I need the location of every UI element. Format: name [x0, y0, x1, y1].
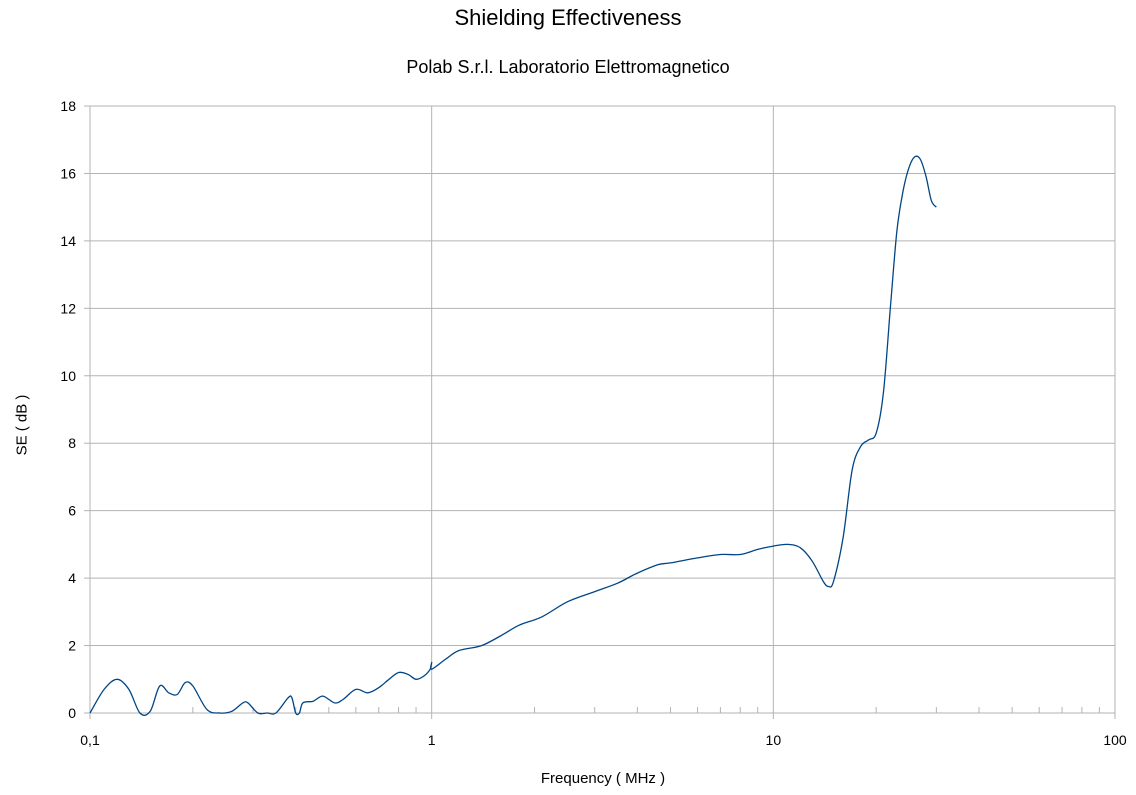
chart-subtitle: Polab S.r.l. Laboratorio Elettromagnetic… [406, 57, 730, 77]
y-tick-label: 0 [68, 705, 76, 721]
y-tick-label: 18 [60, 98, 76, 114]
x-axis-label: Frequency ( MHz ) [540, 770, 666, 787]
y-tick-label: 6 [68, 503, 76, 519]
y-tick-label: 12 [60, 300, 76, 316]
y-tick-label: 2 [68, 638, 76, 654]
x-tick-label: 100 [1103, 732, 1127, 748]
y-tick-label: 10 [60, 368, 76, 384]
y-tick-label: 4 [68, 570, 76, 586]
x-tick-label: 1 [428, 732, 436, 748]
chart-title: Shielding Effectiveness [454, 5, 682, 30]
y-tick-label: 16 [60, 165, 76, 181]
x-tick-label: 10 [766, 732, 782, 748]
x-tick-label: 0,1 [80, 732, 100, 748]
series-line [89, 155, 937, 716]
y-tick-label: 8 [68, 435, 76, 451]
y-tick-label: 14 [60, 233, 76, 249]
